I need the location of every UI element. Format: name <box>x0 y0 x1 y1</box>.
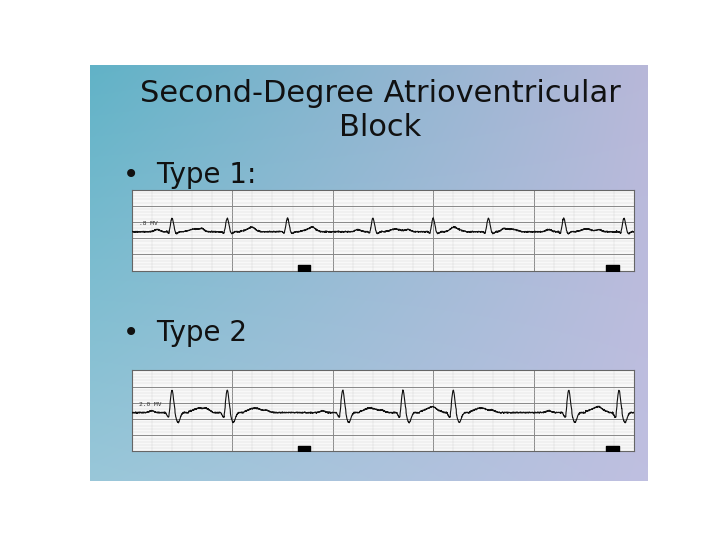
Text: Second-Degree Atrioventricular
Block: Second-Degree Atrioventricular Block <box>140 79 621 142</box>
Text: •  Type 2: • Type 2 <box>124 319 248 347</box>
Text: •  Type 1:: • Type 1: <box>124 161 257 189</box>
